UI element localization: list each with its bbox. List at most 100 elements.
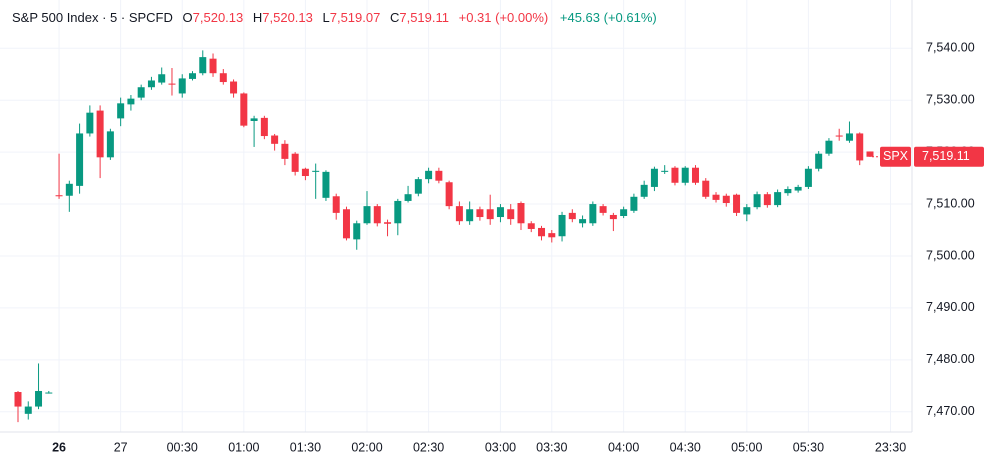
candles xyxy=(14,50,874,423)
x-tick-label: 27 xyxy=(114,440,128,454)
candle-body xyxy=(733,194,741,213)
candle-body xyxy=(763,194,771,206)
candle-body xyxy=(425,170,433,180)
change: +0.31 (+0.00%) xyxy=(459,10,549,25)
ohlc-value: 7,519.11 xyxy=(399,10,449,25)
candle-body xyxy=(589,204,597,224)
candle-body xyxy=(271,135,279,144)
candle-body xyxy=(476,209,484,218)
candle-body xyxy=(342,209,350,239)
candle-body xyxy=(117,103,125,119)
candle-body xyxy=(661,170,669,172)
candle-body xyxy=(599,206,607,213)
candle-body xyxy=(86,112,94,134)
candle-body xyxy=(45,392,53,394)
candle-body xyxy=(445,182,453,207)
candle-body xyxy=(322,171,330,198)
candle-body xyxy=(353,223,361,240)
candle-body xyxy=(743,207,751,215)
y-tick-label: 7,500.00 xyxy=(926,248,975,262)
candle-body xyxy=(722,195,730,204)
candle-body xyxy=(527,223,535,229)
candle-body xyxy=(219,73,227,83)
candle-body xyxy=(671,167,679,183)
candle-body xyxy=(866,151,874,157)
candle-body xyxy=(96,110,104,158)
y-tick-label: 7,480.00 xyxy=(926,352,975,366)
x-tick-label: 02:00 xyxy=(351,440,382,454)
candle-body xyxy=(825,140,833,154)
candle-body xyxy=(291,153,299,172)
x-tick-label: 05:00 xyxy=(731,440,762,454)
legend-header: S&P 500 Index · 5 · SPCFD O7,520.13 H7,5… xyxy=(12,10,657,25)
y-tick-label: 7,540.00 xyxy=(926,41,975,55)
candle-body xyxy=(137,87,145,98)
candle-body xyxy=(753,194,761,208)
candle-body xyxy=(127,98,135,105)
ohlc-key: O xyxy=(183,10,193,25)
candle-body xyxy=(106,131,114,158)
candle-body xyxy=(579,219,587,224)
candle-body xyxy=(240,93,248,126)
x-tick-label: 04:00 xyxy=(608,440,639,454)
candle-body xyxy=(281,143,289,159)
candle-body xyxy=(620,209,628,216)
candle-body xyxy=(394,200,402,224)
candle-body xyxy=(681,167,689,183)
x-tick-label: 05:30 xyxy=(793,440,824,454)
candle-body xyxy=(404,194,412,201)
ohlc-value: 7,520.13 xyxy=(262,10,313,25)
ohlc-key: L xyxy=(323,10,330,25)
symbol-tag-box xyxy=(880,146,911,167)
candle-body xyxy=(538,227,546,237)
candle-body xyxy=(209,58,217,74)
ohlc-value: 7,520.13 xyxy=(193,10,244,25)
ohlc-value: 7,519.07 xyxy=(330,10,381,25)
candle-body xyxy=(815,153,823,169)
candle-body xyxy=(312,170,320,172)
candle-body xyxy=(384,222,392,224)
candle-body xyxy=(435,170,443,181)
axes: 7,470.00 7,480.00 7,490.00 7,500.00 7,510.00… xyxy=(52,41,984,454)
candle-body xyxy=(189,73,197,79)
candle-body xyxy=(178,78,186,94)
candle-body xyxy=(24,406,32,414)
candle-body xyxy=(558,214,566,237)
candle-body xyxy=(230,81,238,94)
x-tick-label: 02:30 xyxy=(413,440,444,454)
candle-body xyxy=(199,57,207,74)
candle-body xyxy=(76,133,84,186)
candle-body xyxy=(250,118,258,121)
candle-body xyxy=(650,168,658,187)
candle-body xyxy=(466,209,474,222)
symbol-tag: SPX xyxy=(883,149,909,163)
candle-body xyxy=(640,184,648,197)
candle-body xyxy=(784,189,792,194)
candle-body xyxy=(774,192,782,206)
candle-body xyxy=(55,195,63,197)
candle-body xyxy=(517,203,525,224)
candle-body xyxy=(363,206,371,224)
candle-body xyxy=(373,206,381,224)
candle-body xyxy=(630,196,638,211)
ohlc-key: C xyxy=(390,10,399,25)
candle-body xyxy=(507,209,515,220)
candle-body xyxy=(835,135,843,137)
y-tick-label: 7,530.00 xyxy=(926,93,975,107)
candle-body xyxy=(712,194,720,200)
candle-body xyxy=(548,233,556,238)
candle-body xyxy=(35,390,43,407)
x-tick-label: 26 xyxy=(52,440,66,454)
x-tick-label: 23:30 xyxy=(875,440,906,454)
x-tick-label: 03:00 xyxy=(485,440,516,454)
candle-body xyxy=(609,214,617,220)
x-tick-label: 01:00 xyxy=(228,440,259,454)
candle-body xyxy=(147,80,155,88)
candle-body xyxy=(332,196,340,213)
candle-body xyxy=(260,117,268,137)
day-change: +45.63 (+0.61%) xyxy=(560,10,657,25)
x-tick-label: 00:30 xyxy=(167,440,198,454)
last-price-label: 7,519.11 xyxy=(922,149,970,163)
ohlc-key: H xyxy=(253,10,262,25)
